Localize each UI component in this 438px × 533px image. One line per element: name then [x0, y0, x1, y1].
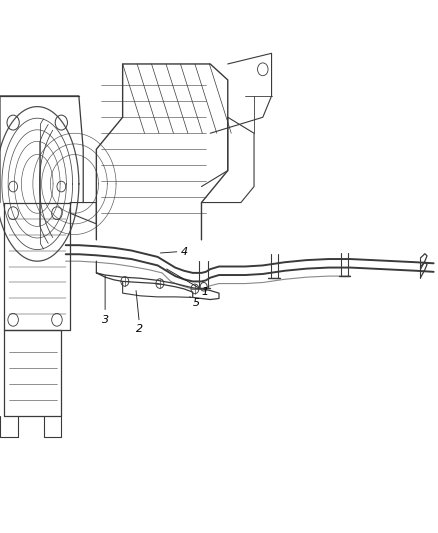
Text: 3: 3: [102, 315, 109, 325]
Text: 5: 5: [193, 298, 200, 308]
Text: 2: 2: [136, 325, 143, 334]
Text: 4: 4: [181, 247, 188, 256]
Text: 1: 1: [201, 287, 208, 297]
